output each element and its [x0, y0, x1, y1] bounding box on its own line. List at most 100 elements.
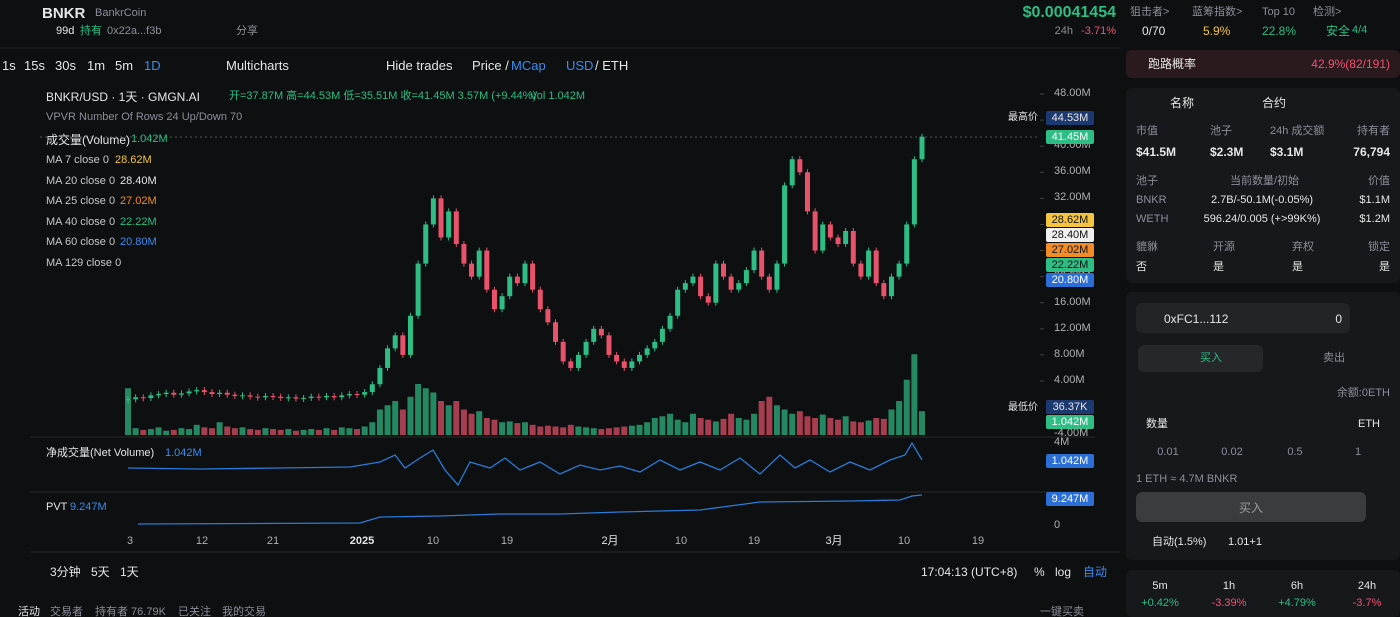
label: 20.80M — [120, 236, 157, 248]
label[interactable]: 5天 — [91, 565, 110, 579]
x-tick-label: 12 — [195, 535, 209, 547]
candle — [247, 395, 253, 397]
candle — [843, 230, 849, 245]
candle — [507, 276, 513, 297]
candle — [850, 230, 856, 264]
candle — [812, 211, 818, 251]
interval[interactable]: 15s — [24, 58, 45, 73]
volume-bar — [751, 413, 758, 435]
net-volume-line — [127, 441, 923, 487]
label[interactable]: / ETH — [595, 58, 629, 73]
tab[interactable]: 持有者 76.79K — [95, 606, 166, 617]
volume-bar — [919, 411, 925, 435]
candle — [469, 263, 475, 277]
volume-bar — [270, 429, 277, 435]
y-tick-label: 36.00M — [1054, 165, 1091, 178]
label[interactable]: log — [1055, 565, 1072, 579]
volume-bar — [422, 388, 429, 435]
candle — [621, 361, 627, 368]
label[interactable]: 3分钟 — [50, 565, 81, 579]
label: 76,794 — [1353, 145, 1390, 159]
candle — [385, 348, 391, 368]
volume-bar — [636, 424, 643, 435]
interval[interactable]: 1s — [2, 58, 16, 73]
volume-bar — [674, 419, 681, 435]
amount[interactable]: 1 — [1354, 446, 1362, 458]
x-tick-label: 2025 — [349, 535, 375, 547]
candle — [835, 237, 841, 245]
volume-bar — [682, 422, 689, 435]
candle — [255, 396, 261, 398]
label[interactable]: 一键买卖 — [1040, 606, 1084, 617]
interval[interactable]: 30s — [55, 58, 76, 73]
price-badge — [1046, 258, 1094, 272]
tab[interactable]: 活动 — [18, 606, 40, 617]
label: 池子 — [1136, 175, 1158, 187]
wallet-select[interactable] — [1136, 303, 1350, 333]
buy-button[interactable] — [1136, 492, 1366, 522]
interval[interactable]: 1D — [144, 58, 161, 73]
label[interactable]: Price / — [472, 58, 509, 73]
label: 市值 — [1136, 125, 1158, 137]
label: 持有 — [80, 25, 102, 37]
y-tick-label: 8.00M — [1054, 347, 1085, 360]
label: 检测> — [1313, 6, 1342, 18]
label: 2.7B/-50.1M(-0.05%) — [1210, 194, 1314, 206]
tab[interactable]: 已关注 — [178, 606, 211, 617]
tab[interactable]: 我的交易 — [222, 606, 266, 617]
candle — [682, 283, 688, 290]
volume-bar — [575, 426, 582, 435]
label[interactable]: 买入 — [1200, 352, 1222, 364]
label[interactable]: 1天 — [120, 565, 139, 579]
badge-text: 20.80M — [1051, 274, 1089, 286]
label[interactable]: Multicharts — [226, 58, 289, 73]
label[interactable]: % — [1034, 565, 1045, 579]
price-badge — [1046, 492, 1094, 506]
candle — [171, 392, 177, 395]
label: MA 40 close 0 — [46, 215, 116, 228]
label: 最高价 — [1008, 112, 1038, 123]
interval[interactable]: 5m — [115, 58, 134, 73]
candle — [537, 289, 543, 310]
volume-bar — [254, 429, 261, 435]
candle — [240, 395, 246, 397]
label: 4/4 — [1352, 24, 1368, 36]
label[interactable]: 合约 — [1262, 96, 1287, 110]
label[interactable]: Hide trades — [386, 58, 453, 73]
label: 蓝筹指数> — [1192, 6, 1243, 18]
label: -4.00M — [1054, 427, 1089, 439]
label[interactable]: 名称 — [1170, 96, 1195, 110]
tab[interactable]: 交易者 — [50, 606, 83, 617]
candle — [759, 250, 765, 277]
candle — [423, 224, 429, 264]
amount[interactable]: 0.01 — [1157, 446, 1179, 458]
badge-text: 28.62M — [1051, 214, 1089, 226]
amount[interactable]: 0.02 — [1221, 446, 1243, 458]
interval[interactable]: 1m — [87, 58, 106, 73]
candle — [598, 328, 604, 336]
label[interactable]: MCap — [511, 58, 546, 73]
volume-bar — [796, 411, 803, 435]
price-badge — [1046, 454, 1094, 468]
volume-bar — [544, 425, 551, 435]
candle — [858, 263, 864, 277]
badge-text: 41.45M — [1051, 131, 1089, 143]
label[interactable]: 买入 — [1238, 501, 1264, 515]
candle — [194, 390, 200, 392]
volume-bar — [781, 409, 788, 435]
label: 弃权 — [1292, 241, 1314, 253]
amount[interactable]: 0.5 — [1287, 446, 1303, 458]
volume-bar — [583, 427, 590, 435]
volume-bar — [430, 392, 437, 435]
buy-tab[interactable] — [1138, 345, 1263, 372]
volume-bar — [369, 422, 376, 435]
volume-bar — [338, 427, 345, 435]
price-badge — [1046, 273, 1094, 287]
volume-bar — [789, 413, 796, 435]
volume-bar — [758, 401, 765, 435]
label[interactable]: 自动 — [1083, 565, 1108, 579]
label[interactable]: 卖出 — [1323, 352, 1345, 364]
label[interactable]: USD — [566, 58, 594, 73]
label: 锁定 — [1368, 241, 1390, 253]
